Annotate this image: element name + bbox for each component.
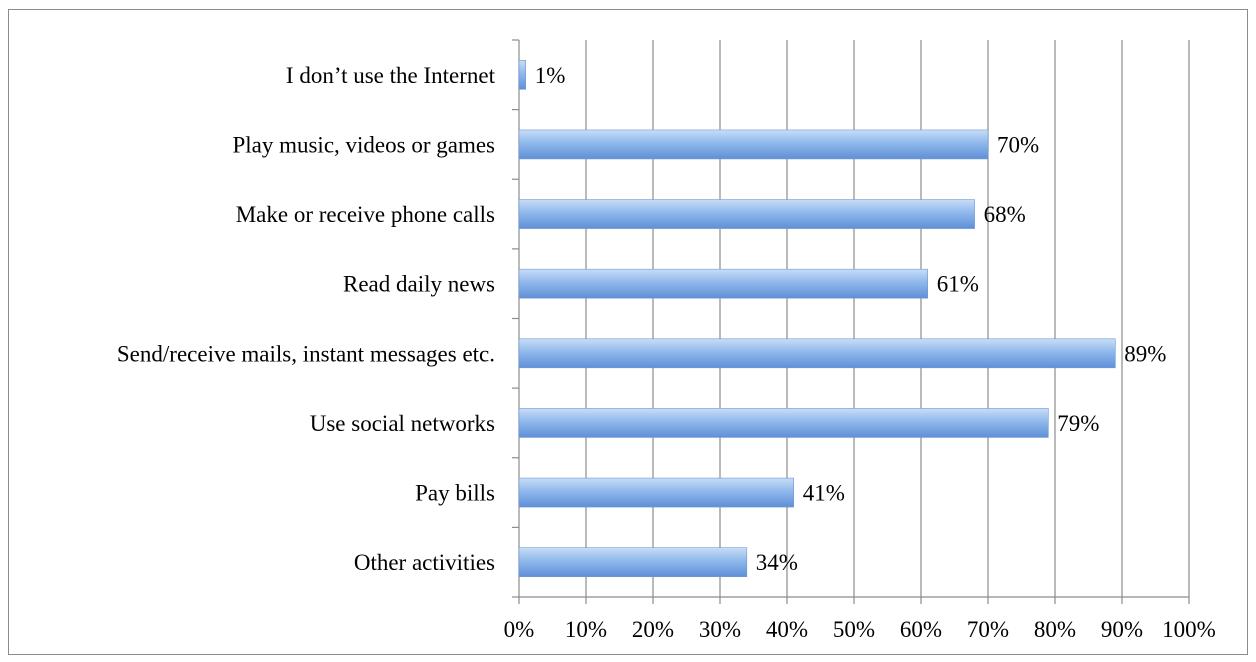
data-label: 68%	[984, 202, 1026, 227]
labels: 0% 10% 20% 30% 40% 50% 60% 70% 80% 90% 100% I don’t…	[117, 63, 1216, 642]
data-label: 34%	[756, 550, 798, 575]
x-tick-label: 0%	[504, 617, 535, 642]
data-label: 41%	[803, 481, 845, 506]
data-label: 70%	[997, 132, 1039, 157]
chart-frame	[8, 9, 1248, 655]
x-tick-label: 10%	[565, 617, 607, 642]
x-tick-label: 100%	[1162, 617, 1216, 642]
bar	[518, 268, 929, 299]
x-tick-label: 80%	[1034, 617, 1076, 642]
x-tick-label: 40%	[766, 617, 808, 642]
bar	[518, 547, 748, 577]
category-label: Play music, videos or games	[232, 132, 495, 157]
x-tick-label: 90%	[1101, 617, 1143, 642]
data-label: 61%	[937, 272, 979, 297]
x-tick-label: 60%	[900, 617, 942, 642]
x-tick-label: 30%	[699, 617, 741, 642]
x-tick-label: 70%	[967, 617, 1009, 642]
category-label: Other activities	[354, 550, 495, 575]
bars	[518, 60, 1116, 577]
category-label: Pay bills	[415, 481, 495, 506]
category-label: Make or receive phone calls	[236, 202, 495, 227]
x-tick-label: 50%	[833, 617, 875, 642]
grid-lines	[585, 40, 1190, 597]
bar	[518, 338, 1116, 369]
bar	[518, 199, 975, 229]
bar	[518, 129, 989, 160]
category-label: Read daily news	[343, 272, 495, 297]
category-label: Use social networks	[310, 411, 495, 436]
data-label: 79%	[1057, 411, 1099, 436]
bar	[518, 60, 526, 90]
category-label: Send/receive mails, instant messages etc…	[117, 341, 495, 366]
data-label: 89%	[1124, 341, 1166, 366]
category-label: I don’t use the Internet	[286, 63, 496, 88]
bar	[518, 408, 1049, 438]
x-tick-label: 20%	[632, 617, 674, 642]
bar	[518, 477, 795, 508]
axes	[512, 39, 1190, 604]
data-label: 1%	[535, 63, 566, 88]
